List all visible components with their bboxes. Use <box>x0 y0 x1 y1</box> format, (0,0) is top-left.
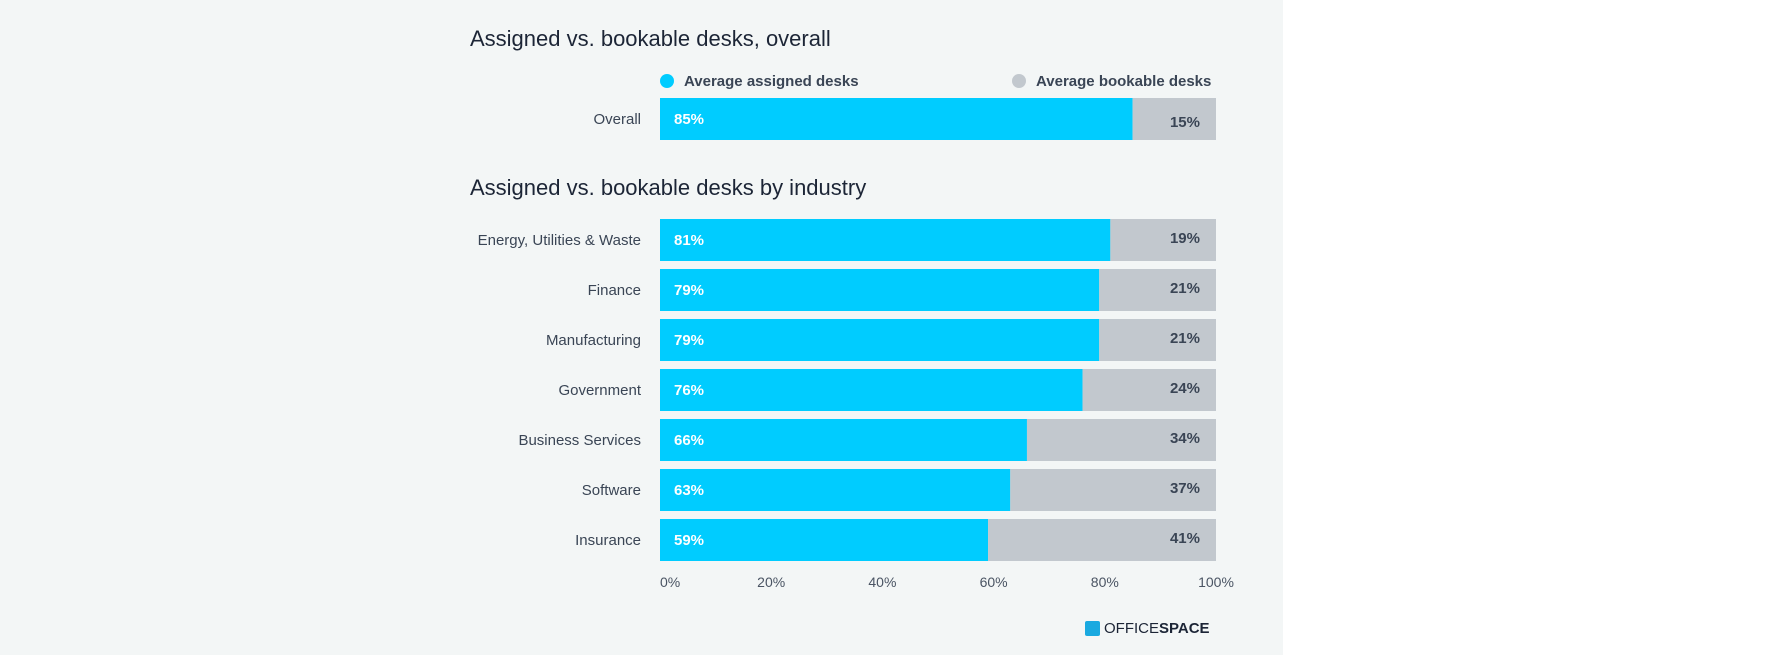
bar-assigned-finance <box>660 269 1100 311</box>
legend-assigned: Average assigned desks <box>660 70 859 92</box>
bar-assigned-manufacturing <box>660 319 1100 361</box>
bar-assigned-insurance <box>660 519 989 561</box>
bar-bookable-energy-utilities-waste <box>1110 219 1216 261</box>
x-tick-label-60: 60% <box>980 574 1008 590</box>
value-label-assigned-business-services: 66% <box>674 432 704 449</box>
bar-assigned-overall <box>660 98 1133 140</box>
value-label-bookable-energy-utilities-waste: 19% <box>1170 230 1200 247</box>
x-tick-label-100: 100% <box>1198 574 1234 590</box>
bar-bookable-insurance <box>988 519 1216 561</box>
x-tick-label-20: 20% <box>757 574 785 590</box>
bar-chart: Overall 85% 15% Energy, Utilities & Waste 81… <box>478 98 1234 590</box>
value-label-assigned-insurance: 59% <box>674 532 704 549</box>
value-label-bookable-software: 37% <box>1170 480 1200 497</box>
category-label-software: Software <box>582 482 641 499</box>
value-label-bookable-manufacturing: 21% <box>1170 330 1200 347</box>
bar-bookable-government <box>1082 369 1216 411</box>
value-label-bookable-overall: 15% <box>1170 114 1200 131</box>
category-label-energy-utilities-waste: Energy, Utilities & Waste <box>478 232 641 249</box>
value-label-assigned-finance: 79% <box>674 282 704 299</box>
value-label-assigned-software: 63% <box>674 482 704 499</box>
category-label-business-services: Business Services <box>518 432 641 449</box>
bar-assigned-business-services <box>660 419 1027 461</box>
x-tick-label-40: 40% <box>868 574 896 590</box>
value-label-bookable-government: 24% <box>1170 380 1200 397</box>
category-label-insurance: Insurance <box>575 532 641 549</box>
value-label-bookable-business-services: 34% <box>1170 430 1200 447</box>
value-label-assigned-manufacturing: 79% <box>674 332 704 349</box>
bar-bookable-business-services <box>1026 419 1216 461</box>
bar-bookable-software <box>1010 469 1216 511</box>
industry-chart-title: Assigned vs. bookable desks by industry <box>470 175 867 200</box>
bar-assigned-software <box>660 469 1011 511</box>
bar-assigned-government <box>660 369 1083 411</box>
legend-bookable: Average bookable desks <box>1012 70 1211 92</box>
x-tick-label-80: 80% <box>1091 574 1119 590</box>
value-label-bookable-insurance: 41% <box>1170 530 1200 547</box>
value-label-assigned-overall: 85% <box>674 111 704 128</box>
legend-bookable-swatch <box>1012 74 1026 88</box>
category-label-government: Government <box>558 382 641 399</box>
value-label-assigned-government: 76% <box>674 382 704 399</box>
bar-bookable-overall <box>1132 98 1216 140</box>
value-label-assigned-energy-utilities-waste: 81% <box>674 232 704 249</box>
officespace-logo: OFFICE SPACE <box>1085 619 1210 637</box>
bar-bookable-manufacturing <box>1099 319 1216 361</box>
value-label-bookable-finance: 21% <box>1170 280 1200 297</box>
logo-word-space: SPACE <box>1159 619 1210 637</box>
bar-assigned-energy-utilities-waste <box>660 219 1111 261</box>
overall-chart-title: Assigned vs. bookable desks, overall <box>470 26 831 51</box>
logo-word-office: OFFICE <box>1104 619 1159 637</box>
legend-assigned-swatch <box>660 74 674 88</box>
legend-bookable-label: Average bookable desks <box>1036 72 1212 90</box>
chart-panel: Assigned vs. bookable desks, overall Ave… <box>0 0 1283 655</box>
category-label-finance: Finance <box>588 282 641 299</box>
officespace-logo-icon <box>1085 620 1100 636</box>
x-tick-label-0: 0% <box>660 574 680 590</box>
category-label-overall: Overall <box>593 111 641 128</box>
bar-bookable-finance <box>1099 269 1216 311</box>
category-label-manufacturing: Manufacturing <box>546 332 641 349</box>
legend-assigned-label: Average assigned desks <box>684 72 859 90</box>
